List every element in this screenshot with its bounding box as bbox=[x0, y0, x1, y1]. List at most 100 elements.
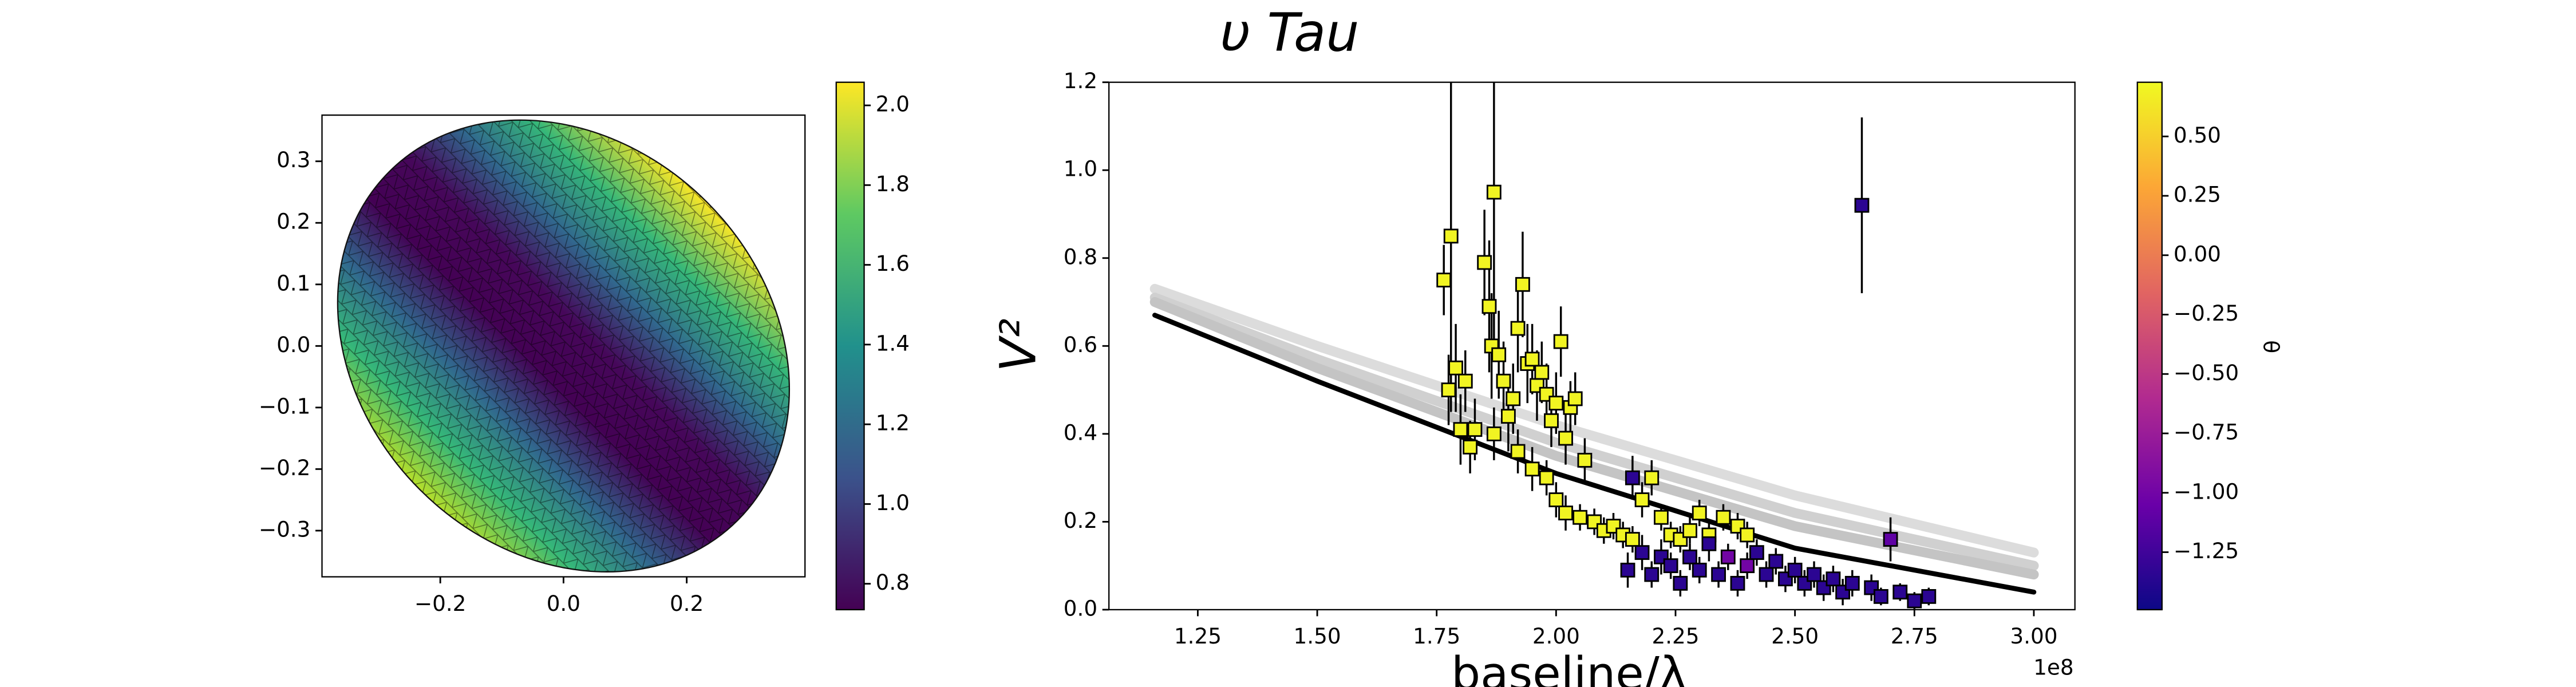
data-point bbox=[1673, 575, 1688, 591]
data-point bbox=[1443, 228, 1459, 244]
surface-mesh bbox=[337, 119, 791, 572]
data-point bbox=[1524, 352, 1540, 367]
data-point bbox=[1510, 444, 1526, 459]
y-tick-label: 0.1 bbox=[276, 270, 310, 295]
data-point bbox=[1510, 321, 1526, 336]
colorbar-tick-label: −1.25 bbox=[2174, 538, 2239, 563]
colorbar-tick-label: 1.4 bbox=[876, 330, 910, 356]
data-point bbox=[1644, 470, 1660, 485]
data-point bbox=[1453, 422, 1468, 437]
model-curve bbox=[1149, 293, 2039, 571]
colorbar-tick-label: −0.75 bbox=[2174, 420, 2239, 445]
colorbar-tick-label: 1.2 bbox=[876, 410, 910, 436]
data-point bbox=[1625, 470, 1640, 485]
data-point bbox=[1567, 391, 1583, 406]
data-point bbox=[1506, 391, 1521, 406]
colorbar-tick-label: 2.0 bbox=[876, 92, 910, 117]
y-tick-label: 1.2 bbox=[1064, 68, 1097, 93]
x-axis-label: baseline/λ bbox=[1451, 647, 1686, 687]
data-point bbox=[1620, 562, 1635, 578]
y-tick-label: −0.3 bbox=[259, 516, 311, 542]
data-point bbox=[1749, 545, 1764, 560]
data-point bbox=[1553, 334, 1568, 349]
data-point bbox=[1844, 575, 1860, 591]
colorbar bbox=[835, 81, 865, 611]
data-point bbox=[1807, 567, 1822, 582]
data-point bbox=[1634, 492, 1650, 507]
y-tick-label: 0.2 bbox=[1064, 508, 1097, 533]
axes-frame bbox=[1108, 81, 2076, 611]
y-tick-label: −0.2 bbox=[259, 455, 311, 480]
colorbar-tick-label: −0.50 bbox=[2174, 360, 2239, 385]
data-point bbox=[1457, 373, 1473, 389]
data-point bbox=[1524, 461, 1540, 477]
data-point bbox=[1663, 558, 1678, 574]
y-tick-label: 0.4 bbox=[1064, 420, 1097, 445]
data-point bbox=[1907, 593, 1922, 609]
data-point bbox=[1573, 510, 1587, 525]
data-point bbox=[1701, 536, 1717, 551]
data-point bbox=[1558, 431, 1573, 446]
x-tick-label: 0.0 bbox=[547, 591, 580, 616]
data-point bbox=[1548, 492, 1564, 507]
data-point bbox=[1558, 506, 1573, 520]
data-point bbox=[1477, 255, 1492, 270]
x-tick-label: 0.2 bbox=[670, 591, 704, 616]
data-point bbox=[1486, 184, 1502, 200]
plot-area bbox=[1149, 82, 2039, 610]
colorbar bbox=[2136, 81, 2163, 611]
data-point bbox=[1644, 567, 1660, 582]
y-tick-label: 0.8 bbox=[1064, 244, 1097, 269]
data-point bbox=[1634, 545, 1650, 560]
y-axis-label: V² bbox=[990, 318, 1048, 372]
data-point bbox=[1893, 585, 1908, 600]
data-point bbox=[1548, 396, 1564, 411]
y-tick-label: 0.0 bbox=[1064, 595, 1097, 621]
data-point bbox=[1921, 589, 1937, 604]
data-point bbox=[1883, 532, 1898, 547]
data-point bbox=[1539, 470, 1554, 485]
colorbar-tick-label: 1.0 bbox=[876, 490, 910, 515]
data-point bbox=[1716, 510, 1731, 525]
data-point bbox=[1692, 506, 1707, 520]
x-tick-label: 1.50 bbox=[1294, 623, 1341, 649]
y-tick-label: 0.0 bbox=[276, 332, 310, 357]
data-point bbox=[1467, 422, 1483, 437]
data-point bbox=[1496, 373, 1511, 389]
data-point bbox=[1654, 510, 1669, 525]
data-point bbox=[1682, 549, 1697, 564]
model-curve bbox=[1152, 313, 2037, 595]
data-point bbox=[1436, 273, 1452, 288]
data-point bbox=[1577, 452, 1593, 468]
y-tick-label: 0.6 bbox=[1064, 332, 1097, 357]
y-tick-label: 1.0 bbox=[1064, 156, 1097, 181]
x-tick-label: 1.25 bbox=[1174, 623, 1222, 649]
data-point bbox=[1682, 523, 1697, 538]
data-point bbox=[1768, 554, 1784, 569]
data-point bbox=[1544, 413, 1559, 428]
y-tick-label: 0.3 bbox=[276, 147, 310, 172]
x-tick-label: 2.50 bbox=[1771, 623, 1819, 649]
colorbar-tick-label: 1.8 bbox=[876, 171, 910, 196]
data-point bbox=[1486, 426, 1502, 441]
data-point bbox=[1873, 589, 1888, 604]
data-point bbox=[1692, 562, 1707, 578]
data-point bbox=[1463, 439, 1478, 455]
colorbar-tick-label: 0.25 bbox=[2174, 182, 2221, 207]
x-tick-label: 2.00 bbox=[1532, 623, 1580, 649]
y-tick-label: 0.2 bbox=[276, 209, 310, 234]
data-point bbox=[1625, 532, 1640, 547]
colorbar-tick-label: 1.6 bbox=[876, 251, 910, 276]
model-curve bbox=[1149, 297, 2039, 580]
data-point bbox=[1491, 347, 1507, 362]
data-point bbox=[1534, 365, 1550, 380]
x-offset-label: 1e8 bbox=[2033, 655, 2073, 680]
data-point bbox=[1441, 382, 1456, 397]
data-point bbox=[1515, 277, 1530, 292]
axes-frame bbox=[321, 114, 806, 578]
colorbar-tick-label: 0.00 bbox=[2174, 241, 2221, 266]
data-point bbox=[1448, 360, 1463, 376]
colorbar-tick-label: −1.00 bbox=[2174, 479, 2239, 504]
x-tick-label: 1.75 bbox=[1413, 623, 1460, 649]
